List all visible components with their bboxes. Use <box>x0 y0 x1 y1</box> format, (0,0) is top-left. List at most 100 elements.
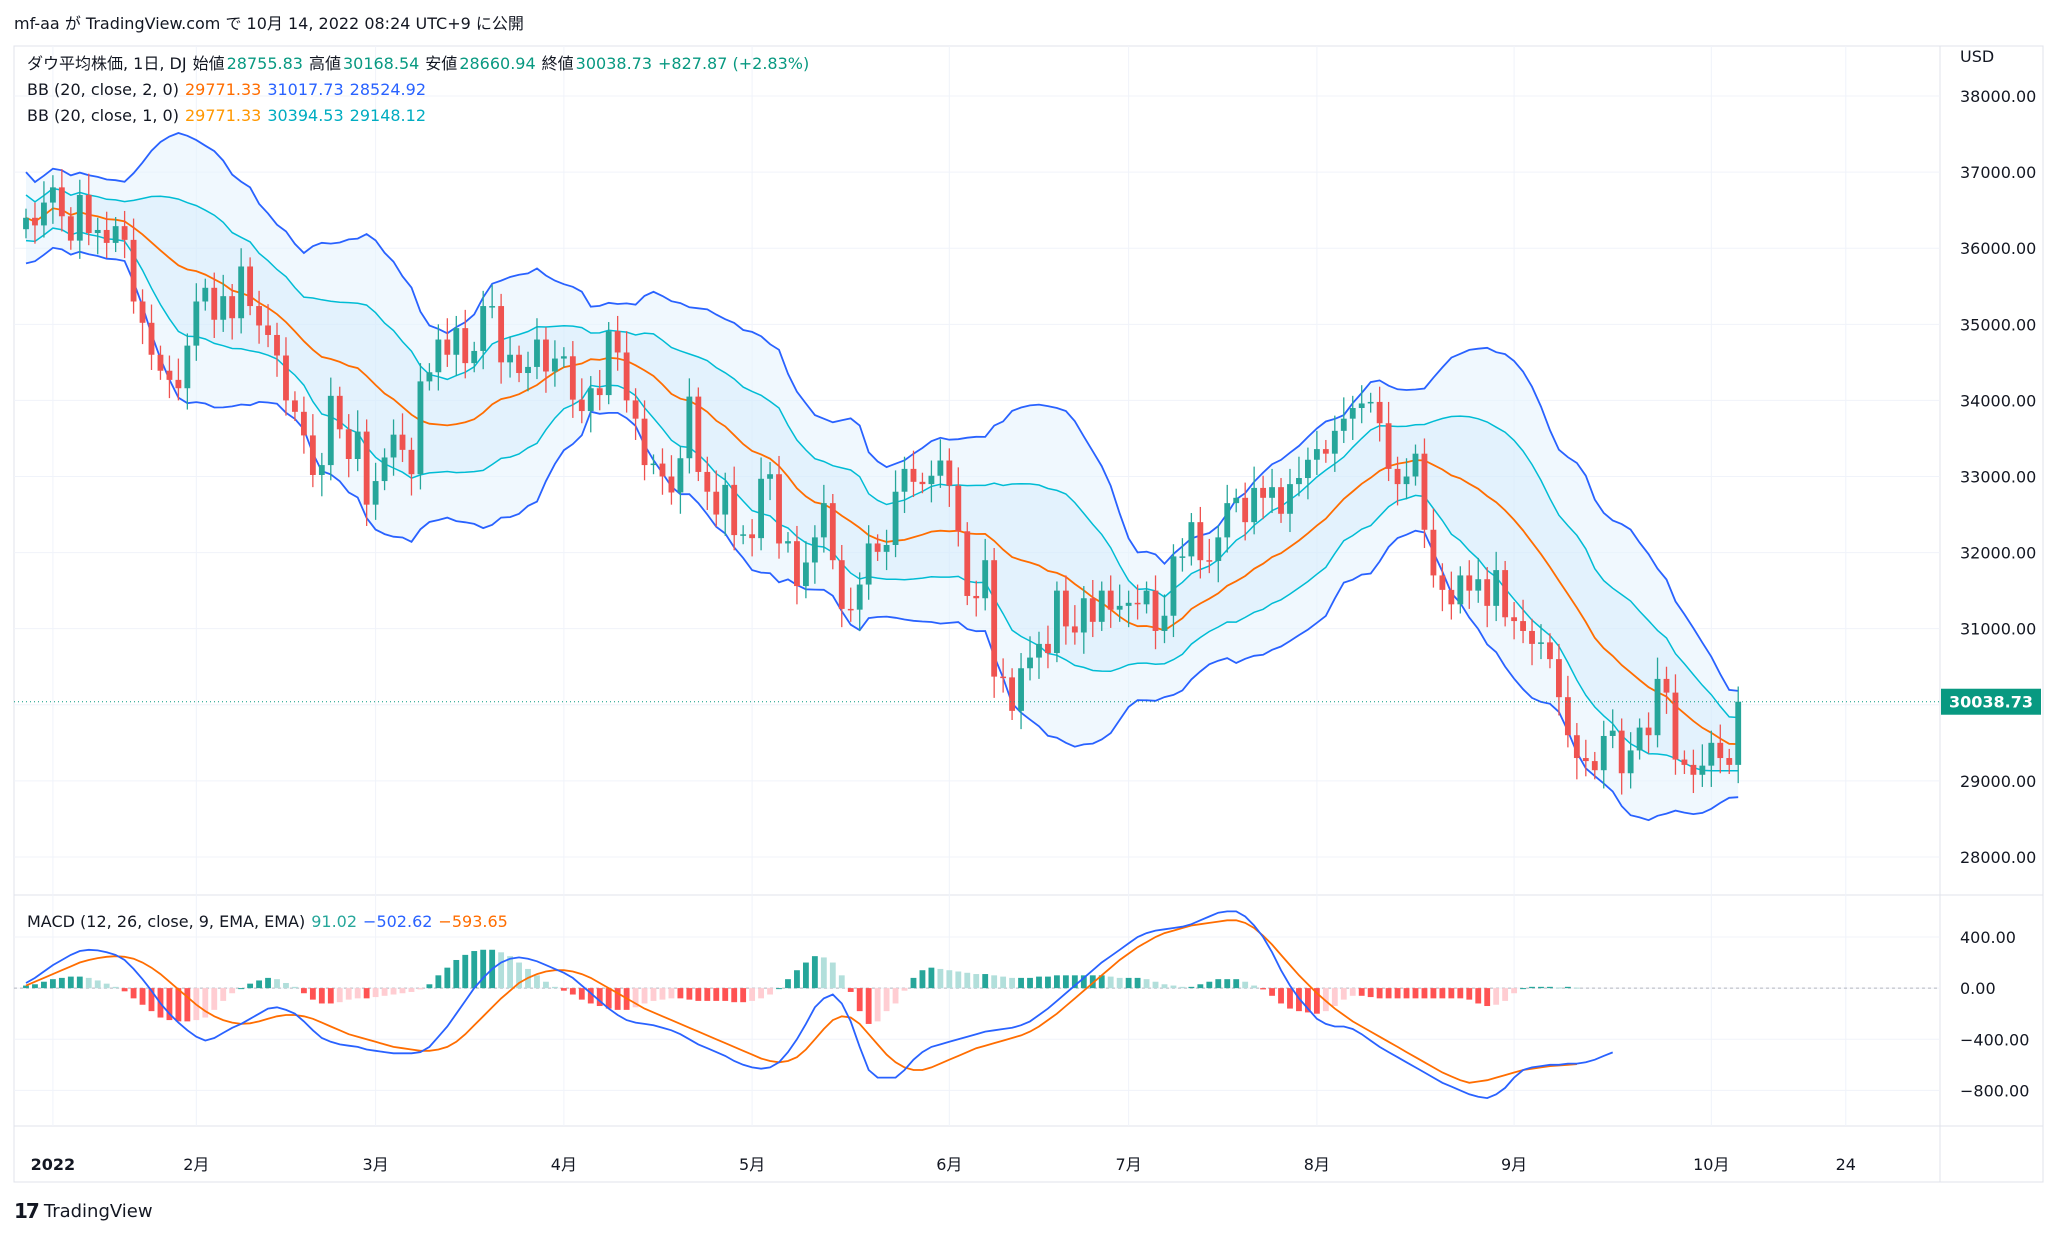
macd-histogram-bar <box>955 971 962 989</box>
candle-body <box>1636 727 1643 751</box>
macd-histogram-bar <box>444 967 451 989</box>
candle-body <box>283 355 289 401</box>
macd-histogram-bar <box>1143 979 1150 989</box>
macd-line <box>25 910 1614 1100</box>
candle-body <box>49 187 56 203</box>
macd-histogram-bar <box>1358 988 1365 996</box>
candle-body <box>1152 590 1159 631</box>
candle-body <box>1027 657 1033 669</box>
macd-histogram-bar <box>238 988 245 990</box>
tradingview-logo[interactable]: 𝟭𝟳 TradingView <box>14 1199 153 1223</box>
macd-histogram-bar <box>551 986 558 989</box>
candle-body <box>874 543 881 552</box>
macd-histogram-bar <box>390 988 397 995</box>
macd-histogram-bar <box>856 988 863 1012</box>
open-label: 始値 <box>192 54 225 73</box>
candle-body <box>498 306 505 363</box>
candle-body <box>166 370 173 380</box>
low-label: 安値 <box>425 54 458 73</box>
candle-body <box>220 296 227 320</box>
candle-body <box>1278 487 1284 514</box>
candle-body <box>1089 598 1096 622</box>
candle-body <box>1062 590 1069 627</box>
candle-body <box>471 350 478 364</box>
macd-histogram-bar <box>883 988 890 1012</box>
candle-body <box>1511 617 1518 622</box>
change-value: +827.87 (+2.83%) <box>658 54 810 73</box>
candle-body <box>1538 642 1544 644</box>
macd-label[interactable]: MACD (12, 26, close, 9, EMA, EMA) <box>27 912 306 931</box>
macd-histogram-bar <box>139 988 146 1005</box>
bb2-label[interactable]: BB (20, close, 2, 0) <box>27 80 179 99</box>
candle-body <box>309 435 316 475</box>
candle-body <box>1609 730 1616 736</box>
macd-histogram-bar <box>408 988 415 992</box>
candle-body <box>1269 487 1275 498</box>
candle-body <box>758 478 764 539</box>
high-label: 高値 <box>308 54 341 73</box>
bb1-label[interactable]: BB (20, close, 1, 0) <box>27 106 179 125</box>
candle-body <box>1224 503 1231 538</box>
macd-histogram-bar <box>587 988 594 1004</box>
macd-histogram-bar <box>1305 988 1311 1013</box>
candle-body <box>1556 659 1562 698</box>
macd-histogram-bar <box>426 984 433 989</box>
symbol-name[interactable]: ダウ平均株価, 1日, DJ <box>27 54 187 73</box>
macd-histogram-bar <box>946 970 953 989</box>
macd-histogram-bar <box>23 985 29 989</box>
macd-histogram-bar <box>1367 988 1374 998</box>
candle-body <box>587 388 594 412</box>
candle-body <box>103 229 110 243</box>
macd-histogram-bar <box>94 980 101 989</box>
macd-histogram-bar <box>1197 984 1204 989</box>
macd-histogram-bar <box>838 975 845 989</box>
price-tick-label: 33000.00 <box>1960 468 2036 487</box>
macd-histogram-bar <box>982 974 989 989</box>
macd-histogram-bar <box>1098 975 1105 989</box>
macd-histogram-bar <box>1564 986 1571 989</box>
candle-body <box>1287 484 1293 514</box>
candle-body <box>847 608 854 611</box>
candle-body <box>991 560 998 677</box>
low-value: 28660.94 <box>459 54 536 73</box>
macd-histogram-bar <box>731 988 738 1003</box>
macd-histogram-bar <box>327 988 334 1004</box>
macd-histogram-bar <box>1179 986 1186 989</box>
macd-histogram-bar <box>713 988 720 1001</box>
candle-body <box>722 484 729 515</box>
macd-histogram-bar <box>417 988 424 990</box>
candle-body <box>480 306 487 351</box>
candle-body <box>1197 522 1204 561</box>
candle-body <box>1699 765 1706 775</box>
candle-body <box>677 458 684 493</box>
macd-histogram-bar <box>49 979 56 989</box>
candle-body <box>1313 449 1320 460</box>
candle-body <box>516 354 522 374</box>
candle-body <box>390 434 397 458</box>
macd-histogram-bar <box>641 988 648 1004</box>
macd-histogram-bar <box>1376 988 1383 999</box>
candle-body <box>489 306 496 308</box>
macd-histogram-bar <box>1457 988 1464 999</box>
macd-histogram-bar <box>1511 988 1518 994</box>
macd-histogram-bar <box>919 970 926 989</box>
candle-body <box>1107 590 1114 610</box>
candle-body <box>32 217 38 226</box>
bb2-upper: 31017.73 <box>267 80 344 99</box>
macd-histogram-bar <box>560 988 567 991</box>
candle-body <box>1493 570 1500 606</box>
macd-histogram-bar <box>749 988 756 1001</box>
macd-histogram-bar <box>776 988 782 990</box>
candle-body <box>829 503 836 561</box>
candle-body <box>1502 570 1509 618</box>
macd-histogram-bar <box>1009 977 1016 989</box>
candle-body <box>139 301 146 323</box>
candle-body <box>785 541 791 544</box>
macd-histogram-bar <box>605 988 612 1009</box>
macd-histogram-bar <box>937 968 944 989</box>
macd-histogram-bar <box>668 988 675 999</box>
macd-histogram-bar <box>1466 988 1473 1000</box>
macd-histogram-bar <box>1134 977 1141 989</box>
candle-body <box>229 296 236 319</box>
